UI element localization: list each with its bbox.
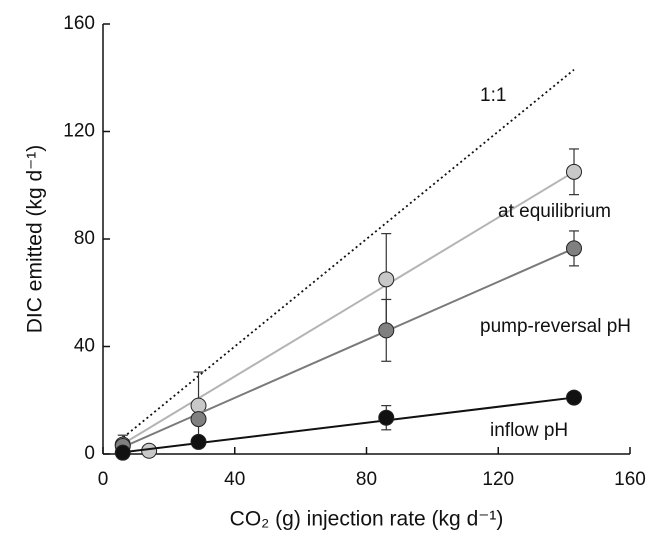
y-axis-label: DIC emitted (kg d⁻¹) xyxy=(24,145,47,333)
y-tick-label: 80 xyxy=(74,228,95,249)
y-tick-label: 40 xyxy=(74,336,95,357)
x-tick-label: 0 xyxy=(98,469,109,490)
y-tick-label: 0 xyxy=(84,443,95,464)
point xyxy=(566,389,583,406)
y-tick-label: 160 xyxy=(63,13,95,34)
series-label: inflow pH xyxy=(490,420,568,441)
point xyxy=(566,240,583,257)
point xyxy=(190,433,207,450)
x-tick-label: 40 xyxy=(224,469,245,490)
point xyxy=(378,409,395,426)
point xyxy=(141,442,158,459)
x-tick-label: 80 xyxy=(356,469,377,490)
series-label: at equilibrium xyxy=(498,201,611,222)
y-tick-label: 120 xyxy=(63,121,95,142)
point xyxy=(566,163,583,180)
point xyxy=(114,444,131,461)
series-label: pump-reversal pH xyxy=(480,316,631,337)
point xyxy=(378,322,395,339)
reference-line xyxy=(118,68,575,442)
x-axis-label: CO₂ (g) injection rate (kg d⁻¹) xyxy=(230,508,504,531)
x-tick-label: 160 xyxy=(614,469,646,490)
fit-line xyxy=(119,247,575,450)
reference-label: 1:1 xyxy=(480,85,506,106)
x-tick-label: 120 xyxy=(482,469,514,490)
point xyxy=(190,411,207,428)
point xyxy=(378,271,395,288)
